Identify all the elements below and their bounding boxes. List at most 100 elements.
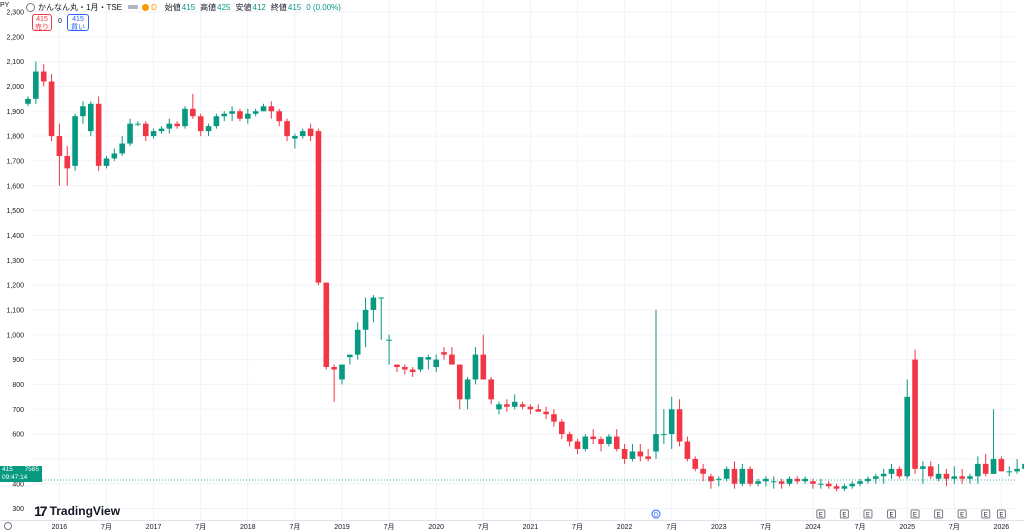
candle [794, 476, 801, 484]
ohlc-values: 始値415 高値425 安値412 終値415 [165, 2, 306, 13]
candle-body [315, 131, 322, 283]
earnings-marker[interactable]: E [957, 509, 967, 519]
delay-indicator-icon [142, 3, 150, 11]
candle-body [370, 297, 377, 310]
candle-body [904, 396, 910, 477]
candle [606, 434, 612, 447]
candle [967, 473, 973, 484]
candle-body [1022, 463, 1024, 469]
candle-body [927, 466, 934, 477]
candle-body [48, 81, 55, 137]
candle [245, 108, 251, 124]
ohlc-value-1: 425 [217, 2, 231, 12]
candle-body [402, 367, 408, 370]
last-price: 415 [2, 466, 13, 473]
candle [362, 297, 369, 348]
dividend-marker-shape [651, 509, 661, 519]
candle-body [323, 282, 330, 368]
candle [347, 354, 353, 365]
candle [480, 334, 487, 380]
marker-label: E [984, 513, 988, 519]
candle [339, 364, 345, 385]
tradingview-logo[interactable]: 17 TradingView [34, 503, 120, 519]
earnings-marker[interactable]: E [839, 509, 849, 519]
settings-icon[interactable] [4, 522, 12, 530]
candle [166, 118, 173, 134]
candle [880, 468, 887, 484]
y-tick-label: 600 [12, 432, 24, 439]
earnings-marker[interactable]: E [934, 509, 944, 519]
candle [1006, 466, 1013, 477]
candle-body [488, 379, 494, 400]
earnings-marker[interactable]: E [981, 509, 991, 519]
candle-body [456, 364, 463, 400]
earnings-marker[interactable]: E [910, 509, 920, 519]
candle-body [205, 126, 212, 132]
candle [48, 74, 55, 142]
visibility-toggle-icon[interactable] [128, 5, 139, 9]
x-axis[interactable]: 2016 7月 2017 7月 2018 7月 2019 7月 2020 7月 2021 7月 2022… [0, 520, 1024, 531]
y-tick-label: 900 [12, 357, 24, 364]
sell-button[interactable]: 415 売り [32, 14, 52, 31]
y-tick-label: 1,800 [6, 134, 24, 141]
candle-body [56, 136, 63, 156]
candle [425, 354, 432, 370]
candle-body [111, 153, 118, 159]
candle-body [72, 116, 78, 166]
candle-body [142, 123, 149, 137]
candle [64, 146, 71, 186]
candle [464, 376, 471, 410]
candle [158, 126, 165, 134]
candle [927, 461, 934, 479]
candle [519, 401, 526, 410]
candle [315, 128, 322, 286]
marker-label: E [937, 513, 941, 519]
x-tick-label: 2026 [994, 524, 1010, 531]
candle [511, 394, 518, 410]
candle-body [182, 108, 188, 127]
ohlc-value-3: 415 [287, 2, 302, 12]
earnings-marker[interactable]: E [996, 509, 1006, 519]
x-tick-label: 7月 [195, 523, 206, 531]
candle [402, 364, 408, 375]
candle-body [464, 379, 471, 400]
dividend-marker[interactable]: D [651, 509, 661, 519]
candle-body [543, 411, 549, 415]
x-tick-label: 2017 [146, 524, 162, 531]
candle [504, 399, 510, 412]
candle [716, 476, 722, 487]
candle-body [268, 106, 275, 112]
candle-body [425, 357, 432, 360]
candle-body [574, 441, 581, 449]
y-tick-label: 1,100 [6, 307, 24, 314]
buy-button[interactable]: 415 買い [67, 14, 89, 31]
y-tick-label: 400 [12, 481, 24, 488]
candle-body [64, 155, 71, 169]
candle [888, 463, 895, 479]
earnings-marker[interactable]: E [863, 509, 873, 519]
candle-body [873, 476, 879, 479]
y-tick-label: 1,500 [6, 208, 24, 215]
x-tick-label: 7月 [289, 523, 300, 531]
earnings-marker[interactable]: E [887, 509, 896, 519]
candle [998, 456, 1005, 472]
earnings-marker-shape [910, 509, 920, 519]
earnings-marker[interactable]: E [816, 509, 826, 519]
candle-body [598, 439, 604, 445]
candle-body [221, 113, 228, 117]
candle-body [433, 359, 439, 368]
candle [990, 409, 997, 474]
candle [182, 106, 188, 129]
candle-body [95, 103, 102, 166]
candle-body [661, 434, 667, 436]
candle [56, 123, 63, 186]
x-tick-label: 7月 [384, 523, 395, 531]
candle-body [943, 473, 950, 479]
candle-body [127, 123, 133, 144]
candle [731, 461, 738, 489]
candle [975, 456, 981, 484]
symbol-title[interactable]: かんなん丸・1月・TSE [38, 2, 123, 12]
y-axis[interactable]: 300 400 600 700 800 900 1,000 1,100 1,200 1,300 1,… [6, 9, 24, 513]
candle-body [613, 436, 620, 449]
